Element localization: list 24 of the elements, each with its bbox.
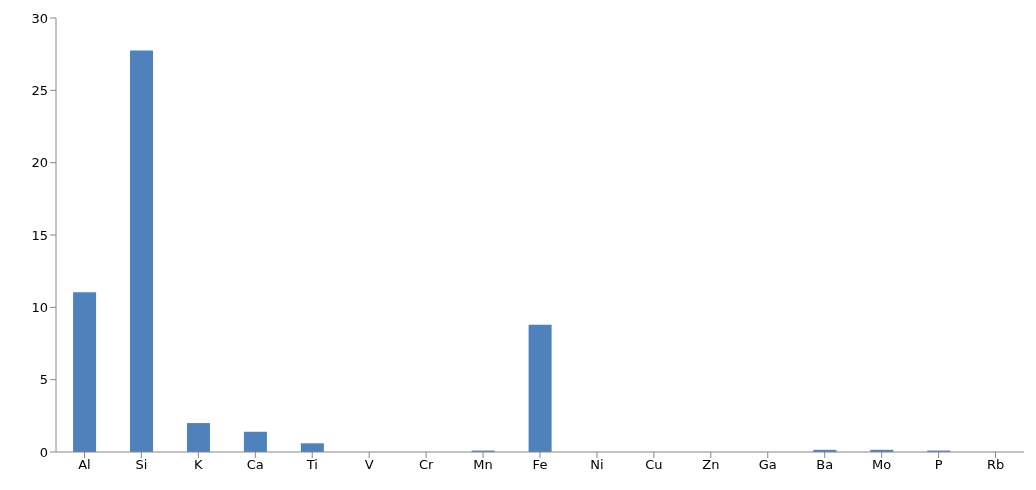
x-tick-label: Fe: [532, 457, 548, 473]
x-tick-label: Mo: [872, 457, 892, 473]
x-tick-label: Cr: [418, 457, 434, 473]
y-tick-label: 25: [31, 82, 48, 98]
y-tick-label: 0: [39, 444, 48, 460]
x-tick-label: P: [934, 457, 943, 473]
y-tick-label: 5: [39, 372, 48, 388]
x-tick-label: Ca: [246, 457, 264, 473]
y-tick-label: 10: [31, 299, 48, 315]
x-tick-label: Ba: [816, 457, 834, 473]
x-tick-label: Ga: [758, 457, 777, 473]
x-tick-label: K: [194, 457, 204, 473]
y-tick-label: 15: [31, 227, 48, 243]
y-tick-label: 30: [31, 10, 48, 26]
x-tick-label: Zn: [702, 457, 720, 473]
y-tick-label: 20: [31, 155, 48, 171]
x-tick-label: V: [364, 457, 374, 473]
x-tick-label: Rb: [986, 457, 1005, 473]
x-tick-label: Mn: [473, 457, 493, 473]
x-tick-label: Si: [135, 457, 148, 473]
x-tick-label: Ni: [590, 457, 604, 473]
x-tick-label: Al: [78, 457, 91, 473]
x-tick-label: Ti: [305, 457, 318, 473]
x-tick-label: Cu: [645, 457, 663, 473]
